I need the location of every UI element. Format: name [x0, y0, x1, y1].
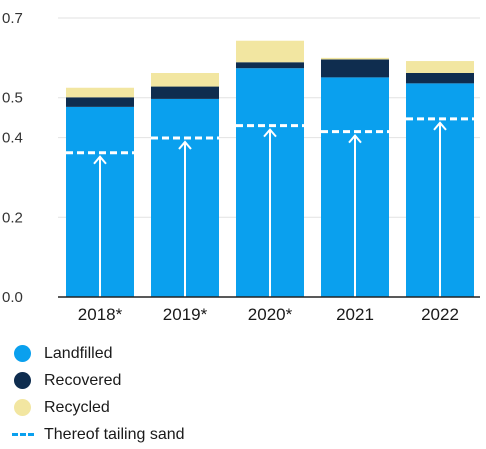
- x-tick-label: 2019*: [163, 305, 208, 324]
- tailing-sand-arrowhead: [178, 140, 192, 150]
- x-tick-label: 2022: [421, 305, 459, 324]
- legend-item-recycled: Recycled: [14, 394, 185, 421]
- legend-swatch-tailing-sand: [12, 433, 34, 436]
- bar-recovered: [321, 59, 389, 78]
- y-axis: 0.0 0.2 0.4 0.5 0.7: [2, 10, 23, 306]
- bar-recovered: [406, 73, 474, 84]
- legend-item-recovered: Recovered: [14, 367, 185, 394]
- tailing-sand-arrowhead: [433, 121, 447, 131]
- bar-recovered: [66, 97, 134, 107]
- legend: Landfilled Recovered Recycled Thereof ta…: [12, 340, 185, 448]
- bar-recovered: [236, 62, 304, 69]
- y-tick-label: 0.4: [2, 130, 23, 147]
- y-tick-label: 0.2: [2, 209, 23, 226]
- x-tick-label: 2020*: [248, 305, 293, 324]
- y-tick-label: 0.7: [2, 10, 23, 27]
- legend-label-recycled: Recycled: [44, 398, 110, 416]
- x-tick-label: 2021: [336, 305, 374, 324]
- x-tick-label: 2018*: [78, 305, 123, 324]
- bar-recycled: [321, 57, 389, 60]
- y-tick-label: 0.0: [2, 289, 23, 306]
- bar-recycled: [236, 40, 304, 63]
- bar-recovered: [151, 86, 219, 99]
- tailing-sand-arrowhead: [348, 134, 362, 144]
- chart: 0.0 0.2 0.4 0.5 0.7 2018* 2019* 2020* 2021 2022: [2, 10, 480, 324]
- x-axis: 2018* 2019* 2020* 2021 2022: [58, 296, 480, 324]
- legend-label-recovered: Recovered: [44, 371, 122, 389]
- legend-label-landfilled: Landfilled: [44, 344, 113, 362]
- tailing-sand-arrowhead: [93, 155, 107, 165]
- bars: [66, 40, 474, 297]
- tailing-sand-arrowhead: [263, 128, 277, 138]
- legend-swatch-recycled: [14, 399, 31, 416]
- bar-recycled: [406, 61, 474, 74]
- legend-swatch-recovered: [14, 372, 31, 389]
- bar-recycled: [66, 87, 134, 98]
- legend-item-landfilled: Landfilled: [14, 340, 185, 367]
- legend-swatch-landfilled: [14, 345, 31, 362]
- bar-recycled: [151, 73, 219, 87]
- legend-label-tailing-sand: Thereof tailing sand: [44, 425, 185, 443]
- y-tick-label: 0.5: [2, 90, 23, 107]
- legend-item-tailing-sand: Thereof tailing sand: [12, 421, 185, 448]
